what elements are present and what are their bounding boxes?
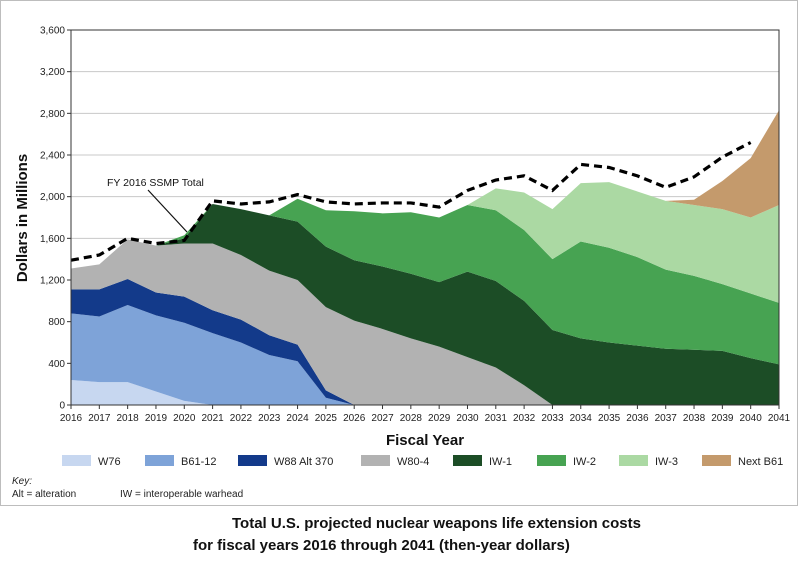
x-tick-label: 2021 [201,413,224,424]
x-tick-label: 2025 [315,413,338,424]
y-tick-label: 400 [48,359,65,370]
legend-label: IW-1 [489,456,512,468]
legend-item-next-b61: Next B61 [702,455,783,468]
legend-swatch [361,455,390,466]
x-tick-label: 2031 [485,413,508,424]
y-tick-label: 3,200 [40,67,65,78]
x-tick-label: 2024 [286,413,309,424]
x-tick-label: 2039 [711,413,734,424]
y-tick-label: 2,800 [40,109,65,120]
y-tick-label: 2,400 [40,151,65,162]
y-axis-title: Dollars in Millions [14,154,31,282]
legend-item-iw-3: IW-3 [619,455,678,468]
y-tick-label: 0 [59,401,65,412]
total-annotation: FY 2016 SSMP Total [107,177,204,233]
key-title: Key: [12,476,32,487]
legend-item-iw-2: IW-2 [537,455,596,468]
legend-label: W76 [98,456,121,468]
x-tick-label: 2020 [173,413,196,424]
legend-swatch [238,455,267,466]
legend-item-iw-1: IW-1 [453,455,512,468]
x-tick-label: 2040 [740,413,763,424]
legend-item-w76: W76 [62,455,121,468]
total-line [70,141,752,262]
y-tick-label: 1,200 [40,276,65,287]
x-tick-label: 2041 [768,413,791,424]
area-w88-alt-370 [71,278,779,405]
x-tick-label: 2035 [598,413,621,424]
key-item-iw: IW = interoperable warhead [120,489,243,500]
x-tick-label: 2022 [230,413,253,424]
y-tick-labels: 0 400 800 1,200 1,600 2,000 2,400 2,800 3,200 3,6… [40,26,71,412]
legend-label: W88 Alt 370 [274,456,333,468]
legend-swatch [145,455,174,466]
x-tick-label: 2018 [117,413,140,424]
legend-label: B61-12 [181,456,216,468]
x-tick-label: 2032 [513,413,536,424]
legend-item-w88-alt-370: W88 Alt 370 [238,455,333,468]
x-tick-label: 2033 [541,413,564,424]
area-b61-12 [71,305,779,405]
legend-label: IW-2 [573,456,596,468]
caption-line-2: for fiscal years 2016 through 2041 (then… [193,537,570,554]
x-axis-title: Fiscal Year [386,432,464,449]
series-areas [71,110,779,405]
total-annotation-label: FY 2016 SSMP Total [107,177,204,189]
area-iw-3 [71,182,779,303]
caption-line-1: Total U.S. projected nuclear weapons lif… [232,515,641,532]
area-iw-2 [71,198,779,365]
legend-label: Next B61 [738,456,783,468]
x-tick-label: 2023 [258,413,281,424]
area-iw-1 [71,203,779,405]
area-w76 [71,380,779,405]
x-tick-label: 2029 [428,413,451,424]
x-tick-label: 2030 [456,413,479,424]
total-line-layer [70,141,752,262]
y-tick-label: 3,600 [40,26,65,37]
legend-swatch [453,455,482,466]
x-tick-label: 2038 [683,413,706,424]
x-tick-label: 2036 [626,413,649,424]
area-w80-4 [71,239,779,405]
legend-swatch [702,455,731,466]
legend-item-w80-4: W80-4 [361,455,429,468]
x-tick-label: 2019 [145,413,168,424]
legend-swatch [619,455,648,466]
x-tick-label: 2027 [371,413,394,424]
x-tick-labels: 2016 2017 2018 2019 2020 2021 2022 2023 2024 2025… [60,405,791,424]
legend-item-b61-12: B61-12 [145,455,216,468]
plot-border [70,29,780,406]
y-tick-label: 1,600 [40,234,65,245]
key-item-alt: Alt = alteration [12,489,76,500]
legend: W76 B61-12 W88 Alt 370 W80-4 IW-1 IW-2 IW-3 Nex… [62,455,783,468]
legend-swatch [62,455,91,466]
legend-label: W80-4 [397,456,429,468]
y-tick-label: 800 [48,317,65,328]
legend-label: IW-3 [655,456,678,468]
x-tick-label: 2034 [570,413,593,424]
x-tick-label: 2037 [655,413,678,424]
x-tick-label: 2016 [60,413,83,424]
total-annotation-leader [147,189,188,233]
stacked-area-chart: 0 400 800 1,200 1,600 2,000 2,400 2,800 3,200 3,6… [12,26,791,501]
x-tick-label: 2026 [343,413,366,424]
y-tick-label: 2,000 [40,192,65,203]
legend-swatch [537,455,566,466]
x-tick-label: 2017 [88,413,111,424]
x-tick-label: 2028 [400,413,423,424]
